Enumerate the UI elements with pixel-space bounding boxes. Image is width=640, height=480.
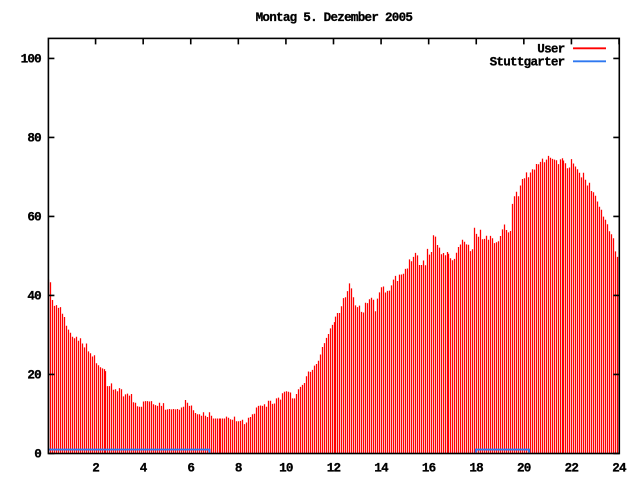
- svg-text:16: 16: [422, 462, 436, 476]
- svg-text:22: 22: [565, 462, 579, 476]
- svg-text:8: 8: [235, 462, 242, 476]
- svg-text:2: 2: [92, 462, 99, 476]
- svg-text:24: 24: [612, 462, 627, 476]
- svg-text:40: 40: [27, 290, 41, 304]
- svg-text:18: 18: [469, 462, 483, 476]
- svg-text:60: 60: [27, 211, 41, 225]
- svg-text:Stuttgarter: Stuttgarter: [490, 55, 565, 69]
- svg-text:6: 6: [187, 462, 194, 476]
- svg-text:14: 14: [374, 462, 389, 476]
- svg-text:0: 0: [34, 448, 41, 462]
- svg-text:100: 100: [21, 53, 42, 67]
- svg-text:10: 10: [279, 462, 293, 476]
- svg-text:20: 20: [27, 369, 41, 383]
- svg-text:Montag 5. Dezember 2005: Montag 5. Dezember 2005: [256, 11, 413, 25]
- svg-text:20: 20: [517, 462, 531, 476]
- svg-text:4: 4: [140, 462, 148, 476]
- svg-text:12: 12: [327, 462, 341, 476]
- svg-text:80: 80: [27, 132, 41, 146]
- svg-text:User: User: [537, 42, 564, 56]
